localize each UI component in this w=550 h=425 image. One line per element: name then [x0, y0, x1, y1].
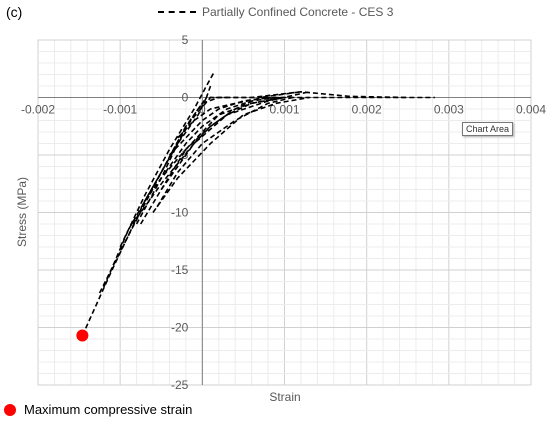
grid-layer — [37, 39, 532, 386]
y-tick-label: -10 — [171, 206, 189, 220]
footnote-legend: Maximum compressive strain — [4, 402, 192, 417]
series-curve — [140, 96, 285, 225]
axis-layer: -0.002 -0.001 0 0.001 0.002 0.003 0.00450-5-10… — [21, 33, 546, 392]
y-tick-label: -25 — [171, 378, 189, 392]
y-axis-title: Stress (MPa) — [15, 176, 29, 248]
red-dot-icon — [4, 403, 16, 416]
series-curve — [119, 70, 216, 248]
marker-layer — [76, 329, 89, 342]
chart-area-tooltip: Chart Area — [462, 122, 514, 136]
legend-line-swatch — [158, 11, 196, 13]
footnote-text: Maximum compressive strain — [24, 402, 193, 417]
series-curve — [156, 96, 293, 208]
series-curve — [160, 96, 285, 190]
x-tick-label: -0.001 — [103, 103, 137, 117]
y-tick-label: -15 — [171, 263, 189, 277]
series-curve — [164, 96, 277, 173]
panel-label: (c) — [6, 4, 23, 20]
x-tick-label: 0 — [199, 103, 206, 117]
series-curve — [98, 90, 408, 294]
curve-layer — [81, 70, 435, 336]
x-tick-label: 0.004 — [516, 103, 546, 117]
series-curve — [152, 96, 310, 213]
series-curve — [177, 96, 285, 139]
x-tick-label: 0.003 — [434, 103, 464, 117]
x-tick-label: -0.002 — [21, 103, 55, 117]
y-tick-label: -20 — [171, 321, 189, 335]
chart-legend: Partially Confined Concrete - CES 3 — [158, 3, 393, 21]
legend-series-label: Partially Confined Concrete - CES 3 — [202, 5, 394, 19]
x-axis-title: Strain — [269, 390, 301, 404]
series-curve — [144, 91, 302, 202]
x-tick-label: 0.002 — [352, 103, 382, 117]
y-tick-label: 0 — [182, 91, 189, 105]
x-tick-label: 0.001 — [269, 103, 299, 117]
max-strain-marker — [76, 329, 89, 342]
series-curve — [81, 96, 435, 336]
series-curve — [131, 91, 310, 225]
y-tick-label: 5 — [182, 33, 189, 47]
